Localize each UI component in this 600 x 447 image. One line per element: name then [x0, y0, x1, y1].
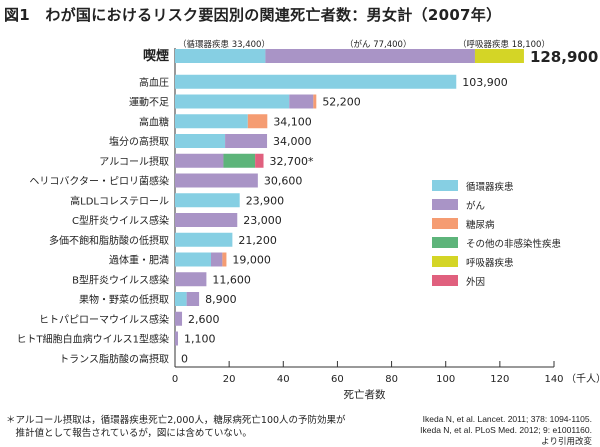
- source-line: より引用改変: [541, 436, 592, 446]
- footnote-line: 推計値として報告されているが，図には含めていない。: [6, 428, 252, 439]
- data-label: 19,000: [232, 254, 271, 267]
- legend-swatch: [432, 256, 458, 267]
- data-label: 8,900: [205, 293, 237, 306]
- category-label: C型肝炎ウイルス感染: [72, 214, 169, 227]
- x-tick-label: 140: [544, 374, 563, 385]
- bar-segment: [175, 94, 290, 109]
- x-axis-title: 死亡者数: [344, 388, 386, 401]
- legend-swatch: [432, 237, 458, 248]
- bar-segment: [175, 153, 224, 168]
- data-label: 34,000: [273, 135, 312, 148]
- legend-label: 循環器疾患: [466, 181, 514, 193]
- x-tick-label: 80: [385, 374, 398, 385]
- bar-segment: [255, 153, 264, 168]
- bar-segment: [175, 331, 178, 346]
- source-line: Ikeda N, et al. PLoS Med. 2012; 9: e1001…: [420, 425, 592, 435]
- footnote-line: ＊アルコール摂取は，循環器疾患死亡2,000人，糖尿病死亡100人の予防効果が: [6, 415, 346, 426]
- legend-label: 糖尿病: [466, 219, 495, 231]
- bar-segment: [175, 193, 240, 208]
- data-label: 2,600: [188, 313, 220, 326]
- source-citation: Ikeda N, et al. Lancet. 2011; 378: 1094-…: [420, 414, 592, 447]
- breakdown-annotation: （循環器疾患 33,400）: [178, 39, 270, 50]
- bar-segment: [175, 311, 183, 326]
- source-line: Ikeda N, et al. Lancet. 2011; 378: 1094-…: [422, 414, 592, 424]
- category-label: アルコール摂取: [99, 155, 169, 168]
- bar-segment: [225, 134, 268, 148]
- category-label: ヒトパピローマウイルス感染: [39, 313, 169, 326]
- data-label: 1,100: [184, 333, 216, 346]
- legend-label: がん: [466, 200, 485, 212]
- category-label: 高LDLコレステロール: [70, 194, 169, 207]
- category-label: ヒトT細胞白血病ウイルス1型感染: [17, 333, 169, 346]
- data-label: 34,100: [273, 115, 312, 128]
- bar-segment: [474, 49, 524, 63]
- bar-segment: [222, 252, 227, 267]
- category-label: 塩分の高摂取: [109, 135, 169, 148]
- legend-swatch: [432, 218, 458, 229]
- legend-swatch: [432, 275, 458, 286]
- bar-segment: [175, 74, 457, 89]
- category-label: 運動不足: [129, 96, 169, 109]
- breakdown-annotation: （呼吸器疾患 18,100）: [458, 39, 550, 50]
- data-label: 52,200: [322, 96, 361, 109]
- bar-segment: [265, 49, 475, 63]
- data-label: 21,200: [238, 234, 276, 247]
- x-axis-unit: （千人）: [566, 373, 600, 385]
- category-label: 多価不飽和脂肪酸の低摂取: [49, 234, 169, 247]
- category-label: 喫煙: [143, 48, 169, 64]
- category-label: 果物・野菜の低摂取: [79, 293, 169, 306]
- bar-segment: [175, 49, 266, 63]
- category-label: 高血圧: [139, 76, 169, 89]
- legend-label: 外因: [466, 276, 485, 288]
- bar-segment: [175, 173, 258, 188]
- bar-segment: [175, 213, 238, 227]
- x-tick-label: 60: [331, 374, 344, 385]
- data-label: 103,900: [462, 76, 508, 89]
- x-tick-label: 0: [172, 374, 178, 385]
- x-tick-label: 20: [223, 374, 236, 385]
- legend-label: その他の非感染性疾患: [466, 238, 561, 250]
- bar-segment: [211, 252, 223, 267]
- bar-segment: [175, 272, 207, 287]
- breakdown-annotation: （がん 77,400）: [345, 39, 411, 50]
- category-label: 高血糖: [139, 115, 169, 128]
- x-tick-label: 40: [277, 374, 290, 385]
- footnote: ＊アルコール摂取は，循環器疾患死亡2,000人，糖尿病死亡100人の予防効果が …: [6, 414, 346, 440]
- x-tick-label: 120: [490, 374, 509, 385]
- x-tick-label: 100: [436, 374, 455, 385]
- bar-segment: [175, 292, 187, 306]
- legend-swatch: [432, 180, 458, 191]
- data-label: 11,600: [212, 273, 251, 286]
- data-label: 128,900: [530, 48, 598, 66]
- bar-segment: [223, 153, 256, 168]
- bar-segment: [175, 232, 233, 247]
- bar-segment: [289, 94, 314, 109]
- bar-segment: [247, 114, 268, 129]
- chart-title: 図1 わが国におけるリスク要因別の関連死亡者数：男女計（2007年）: [4, 6, 502, 24]
- legend-swatch: [432, 199, 458, 210]
- bar-segment: [186, 292, 200, 306]
- category-label: ヘリコバクター・ピロリ菌感染: [29, 175, 169, 188]
- category-label: トランス脂肪酸の高摂取: [59, 352, 169, 365]
- category-label: B型肝炎ウイルス感染: [72, 273, 169, 286]
- data-label: 23,900: [246, 194, 285, 207]
- data-label: 23,000: [243, 214, 282, 227]
- data-label: 0: [181, 352, 188, 365]
- legend-label: 呼吸器疾患: [466, 257, 514, 269]
- category-label: 過体重・肥満: [109, 254, 169, 267]
- bar-segment: [175, 114, 248, 129]
- data-label: 30,600: [264, 175, 303, 188]
- bar-segment: [313, 94, 317, 109]
- bar-segment: [175, 134, 226, 148]
- bar-segment: [175, 252, 212, 267]
- data-label: 32,700*: [270, 155, 314, 168]
